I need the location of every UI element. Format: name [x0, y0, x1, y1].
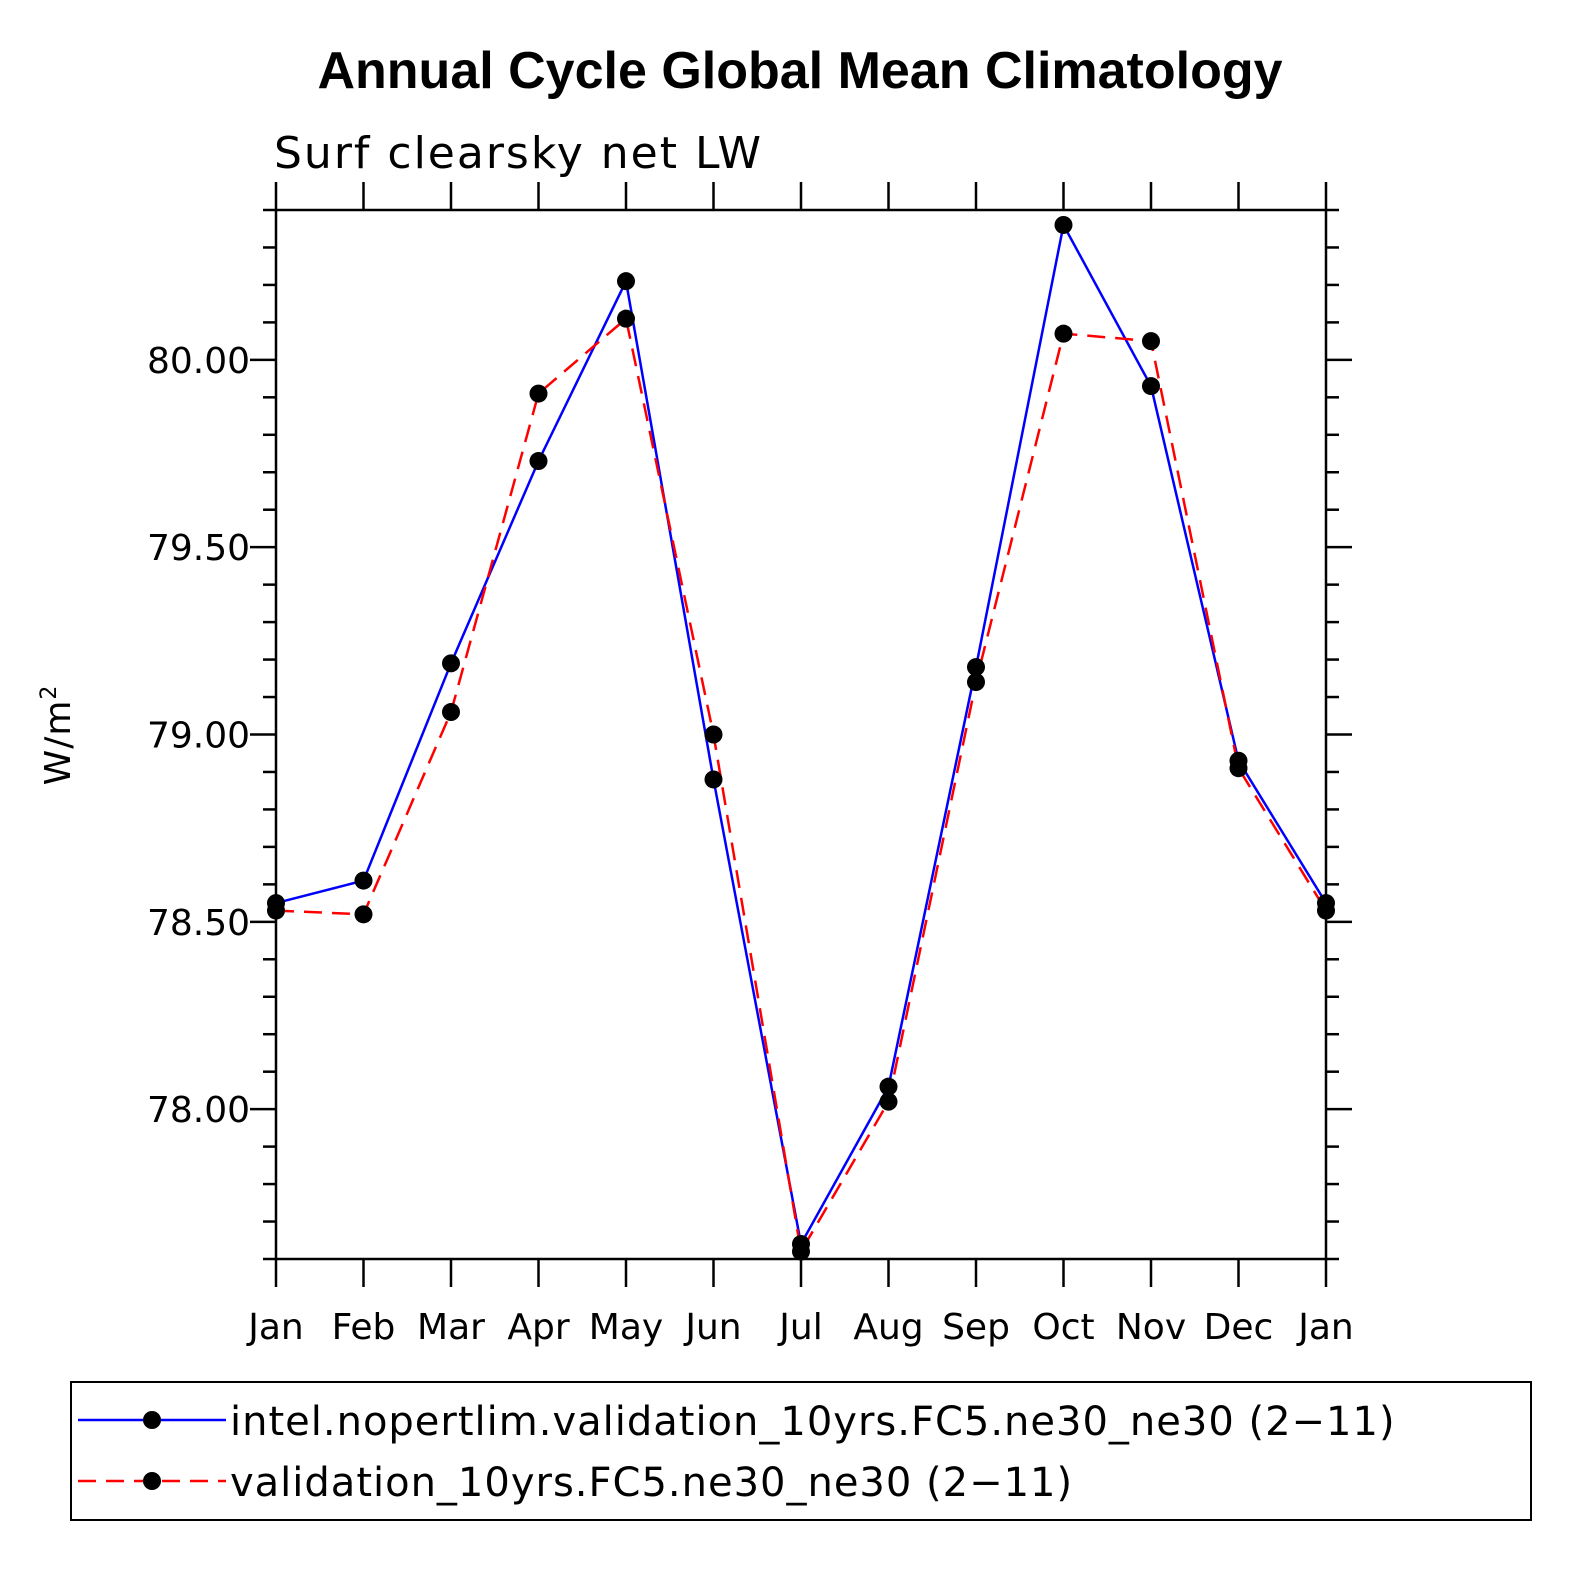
series-2-point: [704, 725, 723, 744]
x-tick-label: Mar: [417, 1307, 485, 1348]
series-1-point: [704, 770, 723, 789]
series-1-point: [879, 1077, 898, 1096]
series-1-point: [1142, 377, 1160, 396]
y-tick-label: 78.00: [147, 1090, 250, 1131]
axes: [250, 182, 1352, 1287]
x-tick-label: Jan: [1296, 1307, 1354, 1348]
series-2-point: [879, 1092, 898, 1111]
series-1-point: [529, 452, 548, 471]
x-tick-label: Feb: [332, 1307, 396, 1348]
series-2-point: [1054, 324, 1073, 343]
series-2-point: [617, 309, 635, 328]
series-group: [267, 215, 1335, 1261]
y-tick-label: 80.00: [147, 341, 250, 382]
legend-label-1: intel.nopertlim.validation_10yrs.FC5.ne3…: [230, 1399, 1396, 1445]
series-1-point: [442, 654, 460, 673]
y-tick-label: 79.50: [147, 528, 250, 569]
x-tick-label: Aug: [853, 1307, 923, 1348]
series-2-point: [1229, 759, 1248, 778]
x-tick-labels: Jan Feb Mar Apr May Jun Jul Aug Sep Oct Nov Dec Jan: [246, 1307, 1354, 1348]
x-tick-label: Dec: [1204, 1307, 1274, 1348]
legend-marker-2: [143, 1472, 161, 1490]
series-1-point: [354, 871, 373, 890]
chart-subtitle: Surf clearsky net LW: [274, 128, 763, 179]
legend: intel.nopertlim.validation_10yrs.FC5.ne3…: [70, 1381, 1532, 1521]
y-axis-label-superscript: 2: [37, 685, 62, 700]
series-2-point: [967, 673, 985, 692]
x-tick-label: May: [589, 1307, 663, 1348]
series-2-point: [354, 905, 373, 924]
y-tick-label: 78.50: [147, 903, 250, 944]
y-tick-label: 79.00: [147, 716, 250, 757]
x-tick-label: Jun: [683, 1307, 741, 1348]
series-2-point: [529, 384, 548, 403]
series-2-point: [1142, 332, 1160, 351]
x-tick-label: Apr: [507, 1307, 569, 1348]
y-tick-labels: 78.00 78.50 79.00 79.50 80.00: [147, 341, 250, 1131]
legend-box: [70, 1381, 1532, 1521]
series-1-point: [967, 658, 985, 677]
x-tick-label: Jan: [246, 1307, 304, 1348]
legend-marker-1: [143, 1411, 161, 1429]
series-1-point: [617, 272, 635, 291]
plot-frame: [274, 208, 1328, 1261]
series-1-point: [1054, 215, 1073, 234]
x-tick-label: Jul: [777, 1307, 822, 1348]
x-tick-label: Oct: [1032, 1307, 1094, 1348]
series-2-point: [267, 901, 285, 920]
y-axis-label-text: W/m: [38, 700, 79, 786]
series-2-point: [1317, 901, 1335, 920]
x-tick-label: Nov: [1116, 1307, 1186, 1348]
x-tick-label: Sep: [942, 1307, 1010, 1348]
series-line-1: [275, 221, 1328, 1248]
chart-title: Annual Cycle Global Mean Climatology: [317, 42, 1282, 100]
series-2-point: [792, 1242, 810, 1261]
legend-label-2: validation_10yrs.FC5.ne30_ne30 (2−11): [230, 1460, 1073, 1506]
y-axis-label: W/m2: [37, 685, 79, 786]
series-2-point: [442, 703, 460, 722]
